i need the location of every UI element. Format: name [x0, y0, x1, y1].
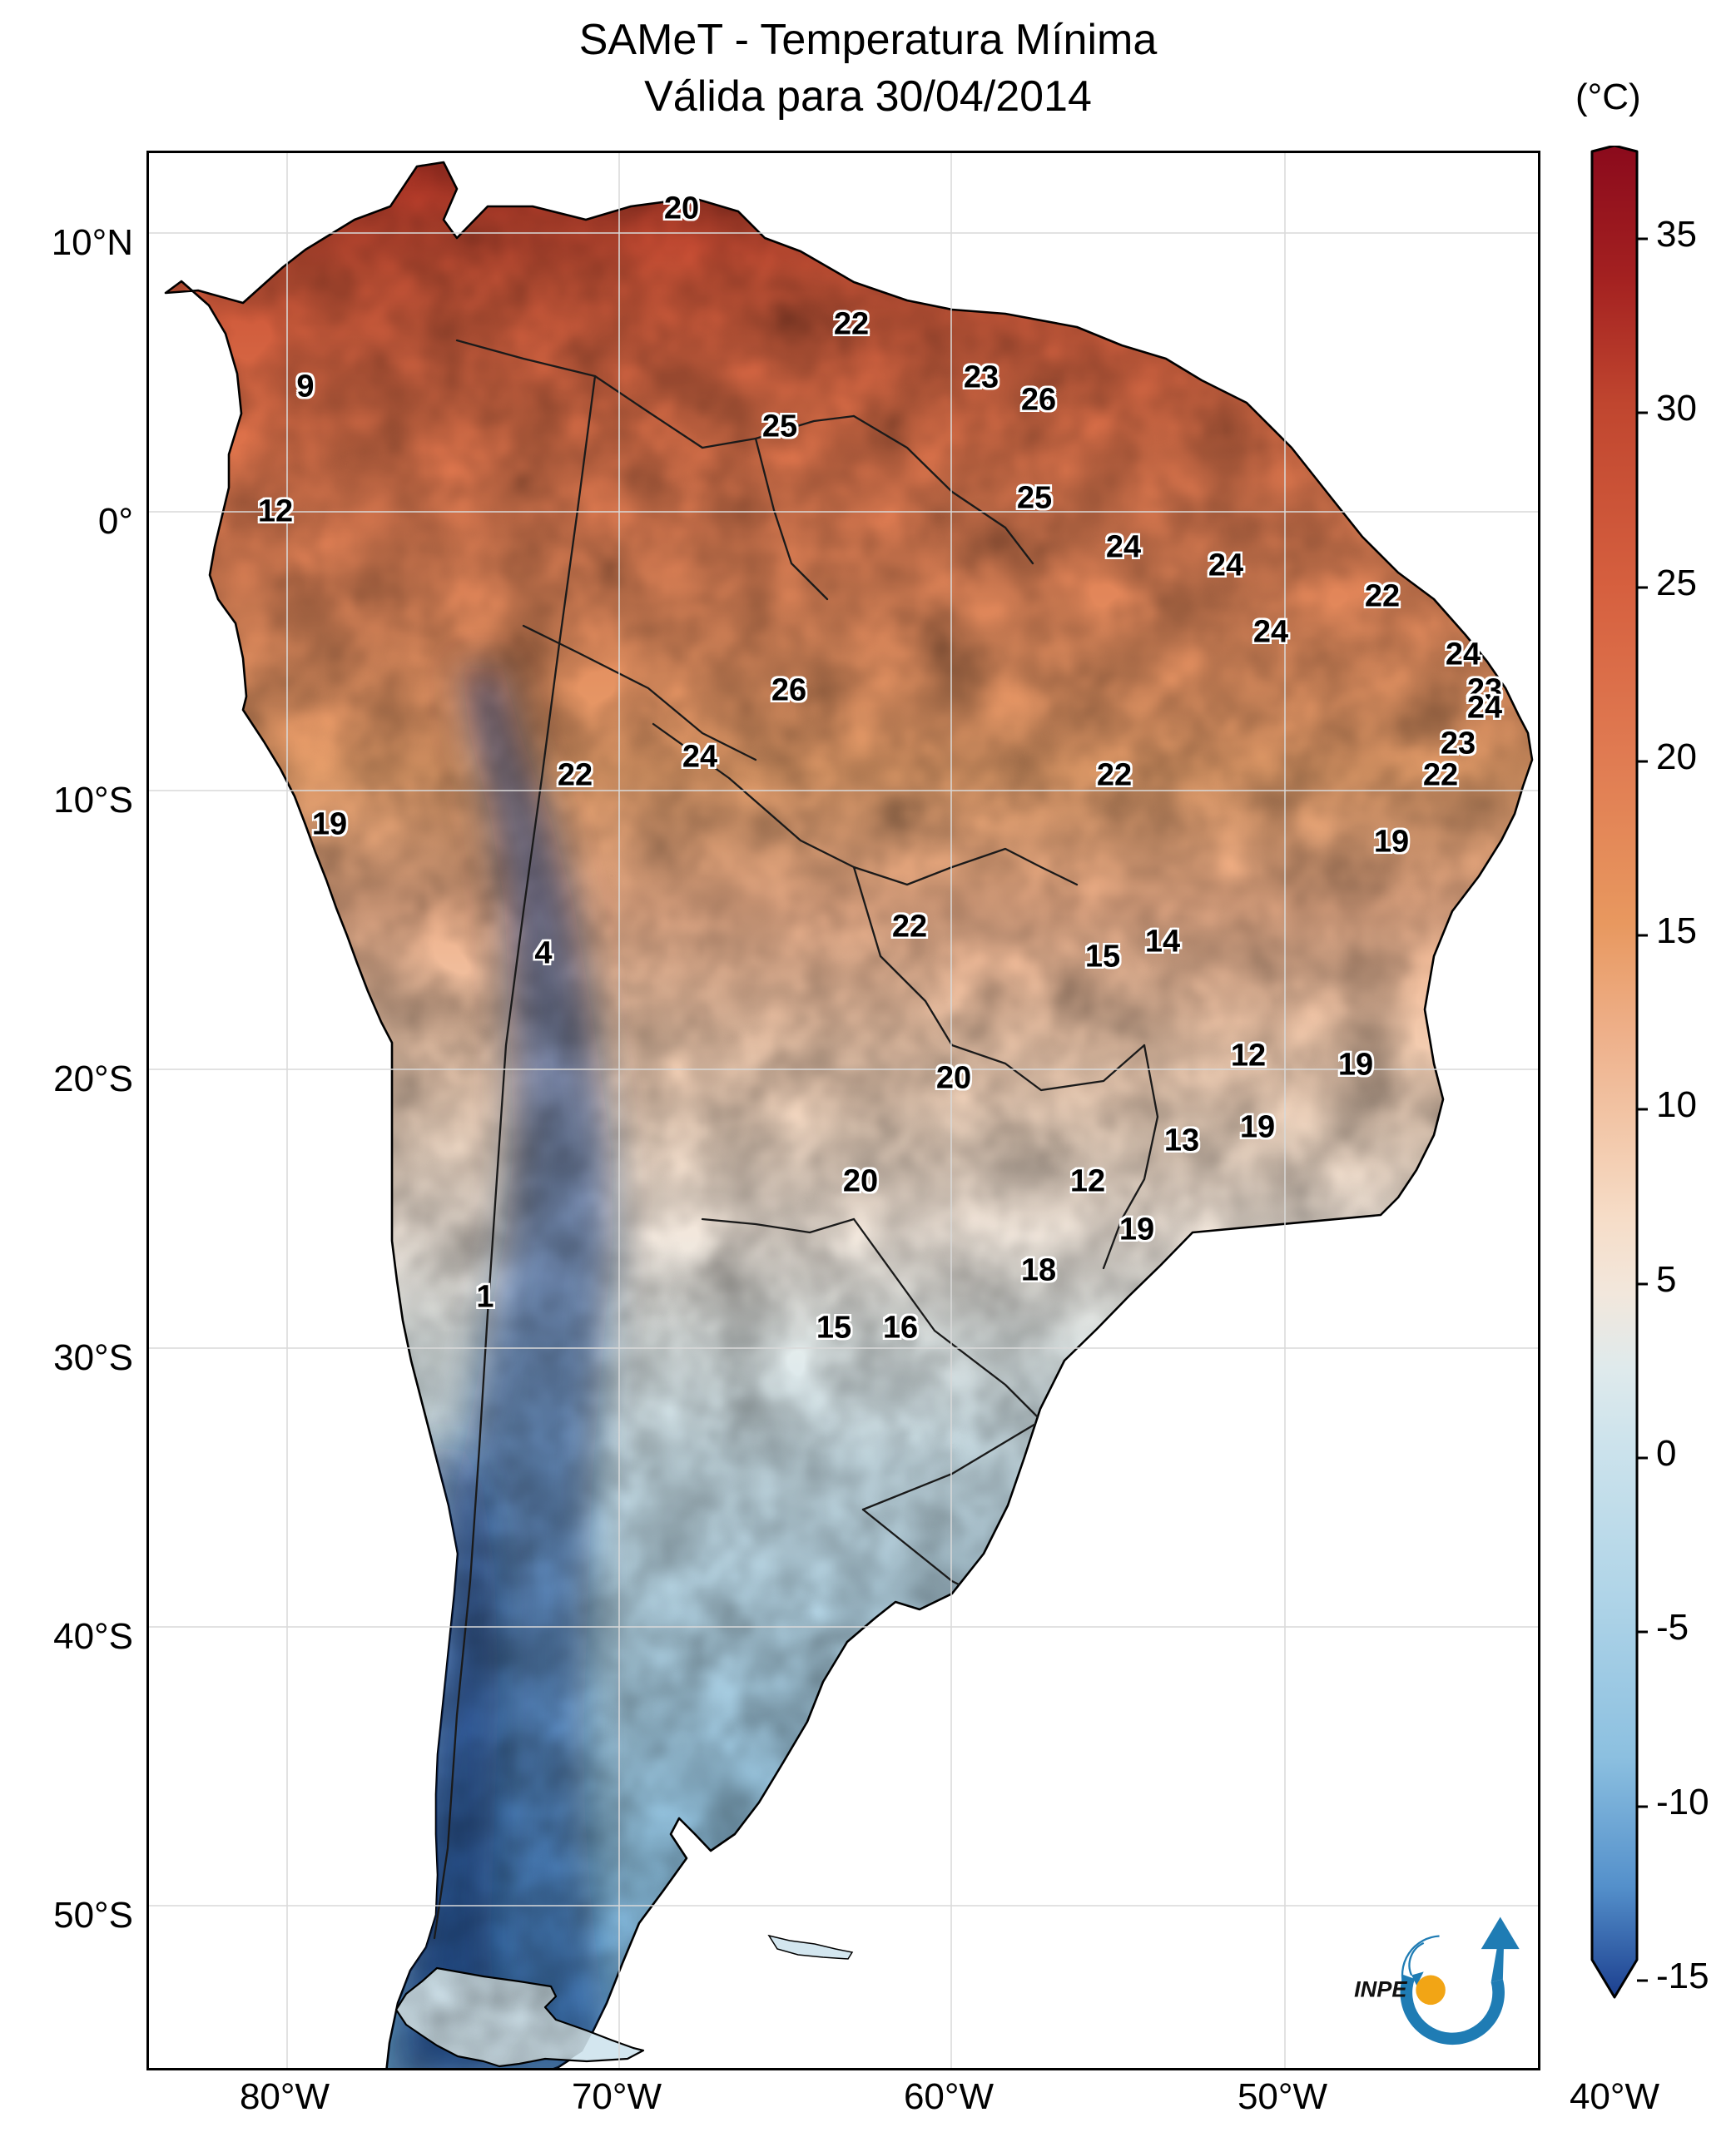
svg-text:INPE: INPE: [1354, 1976, 1407, 2002]
